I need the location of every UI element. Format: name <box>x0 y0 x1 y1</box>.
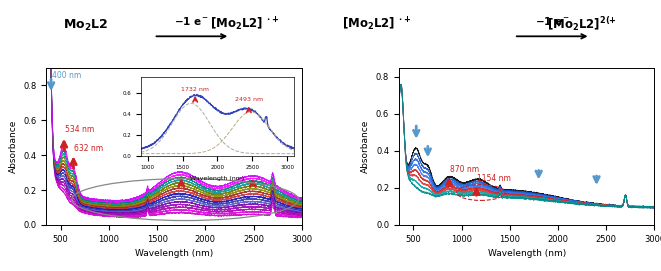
Text: $\mathbf{-1\ e^-}$: $\mathbf{-1\ e^-}$ <box>175 15 210 27</box>
Text: 632 nm: 632 nm <box>74 144 103 153</box>
Text: 534 nm: 534 nm <box>65 125 94 134</box>
Text: 400 nm: 400 nm <box>52 71 81 80</box>
Y-axis label: Absorbance: Absorbance <box>9 120 18 173</box>
Text: $\mathbf{-1\ e^-}$: $\mathbf{-1\ e^-}$ <box>535 15 570 27</box>
X-axis label: Wavelength (nm): Wavelength (nm) <box>135 249 213 258</box>
Text: 1154 nm: 1154 nm <box>477 174 511 183</box>
Text: $\mathbf{[Mo_2L2]\ ^{\cdot+}}$: $\mathbf{[Mo_2L2]\ ^{\cdot+}}$ <box>342 15 411 33</box>
Text: $\mathbf{[Mo_2L2]\ ^{\cdot+}}$: $\mathbf{[Mo_2L2]\ ^{\cdot+}}$ <box>210 15 279 33</box>
Text: $\mathbf{[Mo_2L2]^{2(+}}$: $\mathbf{[Mo_2L2]^{2(+}}$ <box>547 15 617 33</box>
Text: 870 nm: 870 nm <box>449 165 479 174</box>
Text: $\mathbf{Mo_2L2}$: $\mathbf{Mo_2L2}$ <box>63 17 108 33</box>
Y-axis label: Absorbance: Absorbance <box>362 120 370 173</box>
X-axis label: Wavelength (nm): Wavelength (nm) <box>488 249 566 258</box>
